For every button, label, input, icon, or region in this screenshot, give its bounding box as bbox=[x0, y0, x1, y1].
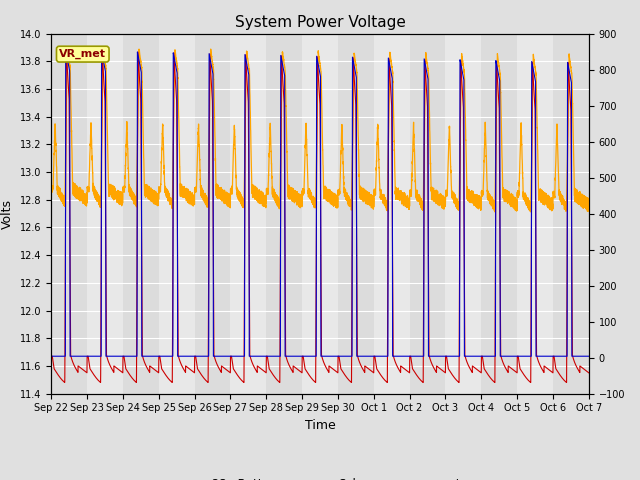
Bar bbox=[230, 34, 266, 394]
Text: VR_met: VR_met bbox=[60, 49, 106, 59]
Bar bbox=[87, 34, 123, 394]
Bar bbox=[159, 34, 195, 394]
Bar bbox=[374, 34, 410, 394]
Bar bbox=[123, 34, 159, 394]
Bar bbox=[410, 34, 445, 394]
Bar bbox=[445, 34, 481, 394]
Bar bbox=[302, 34, 338, 394]
Legend: 23x Battery, Solar, CM1_in: 23x Battery, Solar, CM1_in bbox=[168, 473, 472, 480]
Bar bbox=[195, 34, 230, 394]
Bar bbox=[517, 34, 553, 394]
Bar bbox=[553, 34, 589, 394]
Bar bbox=[481, 34, 517, 394]
Bar bbox=[51, 34, 87, 394]
X-axis label: Time: Time bbox=[305, 419, 335, 432]
Title: System Power Voltage: System Power Voltage bbox=[235, 15, 405, 30]
Bar bbox=[266, 34, 302, 394]
Bar bbox=[338, 34, 374, 394]
Y-axis label: Volts: Volts bbox=[1, 199, 14, 228]
